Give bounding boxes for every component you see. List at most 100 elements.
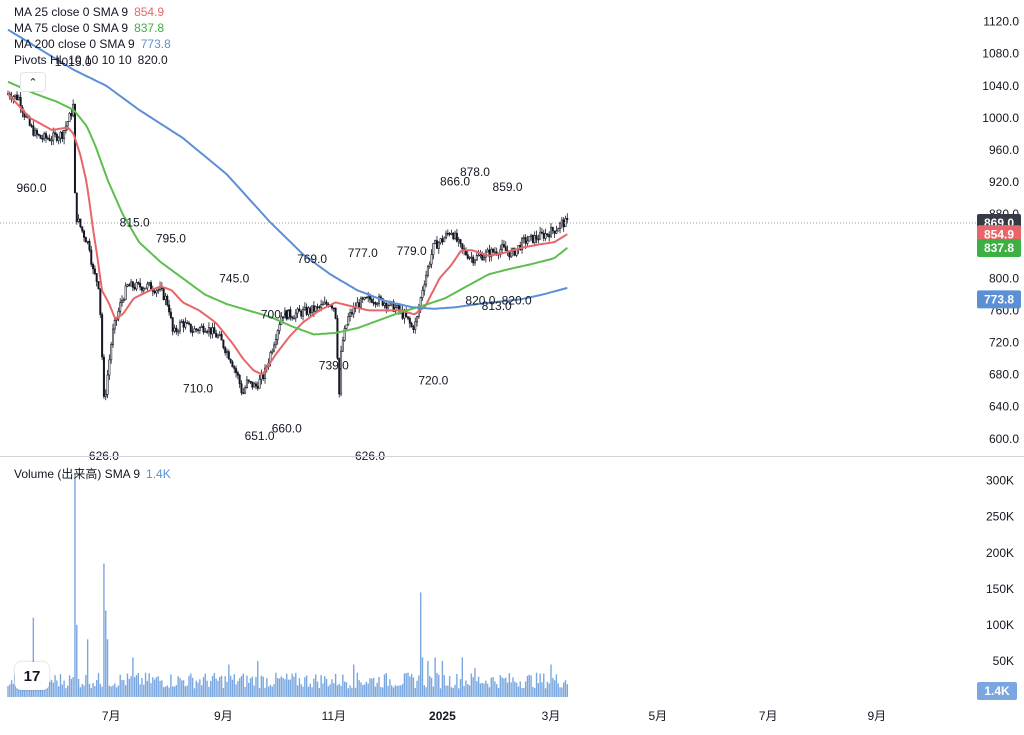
candle: [477, 254, 480, 257]
candle: [115, 318, 118, 321]
candle: [309, 307, 312, 314]
candle: [530, 234, 533, 237]
candle: [166, 295, 169, 306]
candle: [510, 250, 513, 258]
candle: [101, 314, 104, 358]
volume-bar: [271, 686, 273, 697]
candle: [539, 231, 542, 240]
legend-pivots-label: Pivots HL 10 10 10 10: [14, 53, 132, 67]
volume-bar: [400, 685, 402, 697]
candle: [387, 305, 390, 309]
legend-ma75[interactable]: MA 75 close 0 SMA 9 837.8: [14, 20, 164, 36]
legend-ma25[interactable]: MA 25 close 0 SMA 9 854.9: [14, 4, 164, 20]
chevron-up-icon[interactable]: ⌃: [20, 72, 46, 92]
candle: [341, 339, 344, 352]
volume-bar: [394, 685, 397, 697]
legend-ma200[interactable]: MA 200 close 0 SMA 9 773.8: [14, 36, 171, 52]
volume-bar: [173, 686, 176, 697]
volume-bar: [553, 680, 556, 697]
candle: [57, 137, 60, 141]
volume-bar: [228, 664, 230, 697]
candle: [296, 308, 299, 314]
pivot-label: 866.0: [440, 174, 470, 188]
candle: [48, 138, 51, 141]
candle: [544, 233, 547, 239]
candle: [421, 290, 424, 299]
volume-bar: [284, 679, 286, 697]
price-pane[interactable]: 1015.0 960.0 815.0 626.0 795.0 710.0 745.0 651.…: [0, 28, 976, 463]
pivot-label: 745.0: [219, 271, 249, 285]
volume-bar: [528, 674, 530, 697]
volume-bar: [204, 673, 206, 697]
legend-pivots-value: 820.0: [137, 53, 168, 67]
volume-bar: [476, 681, 478, 697]
candle: [202, 325, 205, 333]
volume-bar: [97, 672, 100, 697]
legend-volume[interactable]: Volume (出来高) SMA 9 1.4K: [14, 466, 171, 482]
volume-bar: [434, 657, 436, 697]
volume-bar: [86, 639, 89, 697]
candle: [504, 246, 507, 251]
candle: [454, 232, 457, 240]
candle: [359, 297, 362, 308]
volume-bar: [92, 682, 94, 697]
volume-bar: [152, 677, 154, 697]
volume-bar: [7, 686, 9, 697]
candle: [175, 327, 178, 332]
candle: [79, 218, 82, 227]
volume-bar: [72, 677, 74, 697]
volume-bar: [119, 674, 121, 697]
pivot-label: 859.0: [493, 180, 523, 194]
volume-bar: [398, 685, 400, 697]
volume-bar: [266, 678, 268, 697]
candle: [340, 350, 343, 395]
candle: [537, 238, 540, 241]
candle: [99, 288, 102, 315]
candle: [549, 227, 552, 238]
volume-bar: [103, 563, 105, 697]
volume-bar: [358, 680, 360, 697]
volume-pane[interactable]: [7, 473, 568, 697]
volume-bar: [146, 680, 149, 697]
volume-bar: [124, 685, 127, 697]
candle: [350, 312, 353, 315]
candle: [300, 311, 303, 317]
legend-pivots[interactable]: Pivots HL 10 10 10 10 820.0: [14, 52, 168, 68]
volume-bar: [94, 686, 96, 697]
candle: [122, 299, 125, 301]
candle: [43, 133, 46, 140]
candle: [178, 322, 181, 332]
volume-bar: [392, 687, 395, 697]
volume-bar: [211, 676, 214, 697]
volume-bar: [490, 677, 492, 697]
volume-bar: [497, 688, 500, 697]
volume-bar: [508, 673, 511, 697]
volume-bar: [320, 675, 322, 697]
candle: [197, 329, 200, 332]
time-axis[interactable]: 7月 9月 11月 2025 3月 5月 7月 9月: [102, 709, 886, 723]
volume-bar: [85, 674, 87, 697]
volume-bar: [101, 686, 103, 697]
price-axis[interactable]: 1120.01080.01040.01000.0960.0920.0880.08…: [982, 15, 1019, 446]
candle: [39, 134, 42, 139]
volume-bar: [193, 688, 196, 697]
tradingview-logo[interactable]: 17: [15, 662, 49, 690]
volume-axis[interactable]: 300K 250K 200K 150K 100K 50K: [986, 474, 1014, 668]
volume-bar: [429, 676, 431, 697]
volume-bar: [477, 676, 480, 697]
candle: [50, 139, 53, 142]
pivot-label: 626.0: [355, 449, 385, 463]
volume-bar: [561, 687, 563, 697]
candle: [368, 296, 371, 300]
volume-bar: [27, 686, 29, 697]
volume-bar: [206, 680, 208, 697]
volume-bar: [32, 617, 35, 697]
candle: [240, 383, 243, 394]
candle: [195, 328, 198, 331]
volume-tick-label: 300K: [986, 474, 1014, 488]
candle: [555, 230, 558, 234]
candle: [59, 132, 62, 139]
candle: [437, 242, 440, 249]
candle: [204, 331, 207, 333]
